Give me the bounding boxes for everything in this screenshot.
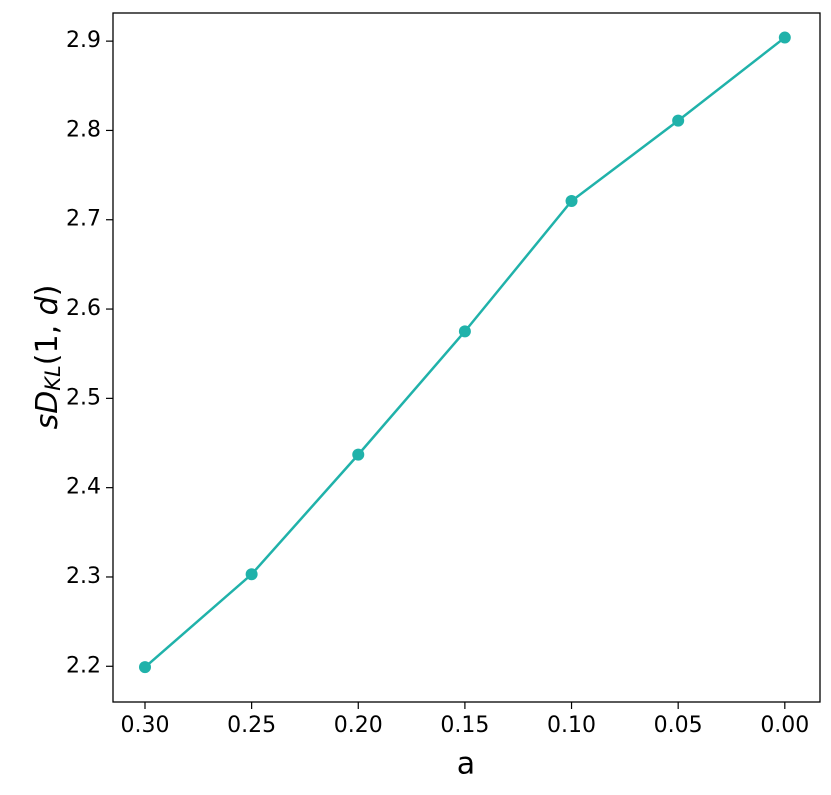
x-tick-label: 0.15 [440, 713, 489, 738]
x-tick-label: 0.00 [760, 713, 809, 738]
y-tick-label: 2.3 [66, 564, 101, 589]
point [245, 568, 258, 581]
y-tick-label: 2.8 [66, 117, 101, 142]
y-tick-label: 2.6 [66, 296, 101, 321]
x-tick-label: 0.20 [334, 713, 383, 738]
y-tick-label: 2.7 [66, 207, 101, 232]
y-label-sub: KL [41, 365, 65, 390]
point [138, 661, 151, 674]
point [352, 448, 365, 461]
point [672, 114, 685, 127]
point [565, 194, 578, 207]
x-tick-label: 0.10 [547, 713, 596, 738]
x-tick-label: 0.05 [654, 713, 703, 738]
y-tick-label: 2.5 [66, 385, 101, 410]
x-tick-label: 0.25 [227, 713, 276, 738]
y-label-part: d [30, 295, 65, 315]
y-tick-label: 2.2 [66, 653, 101, 678]
line [144, 36, 786, 669]
x-axis-label: a [457, 747, 475, 782]
y-label-part: ) [30, 285, 65, 297]
y-tick-label: 2.9 [66, 28, 101, 53]
y-axis-label: sDKL(1, d) [30, 285, 66, 430]
point [458, 325, 471, 338]
plot-frame [112, 12, 821, 703]
y-label-part: (1, [30, 315, 65, 365]
y-label-part: sD [30, 391, 65, 430]
y-tick-label: 2.4 [66, 475, 101, 500]
x-tick-label: 0.30 [120, 713, 169, 738]
point [778, 31, 791, 44]
